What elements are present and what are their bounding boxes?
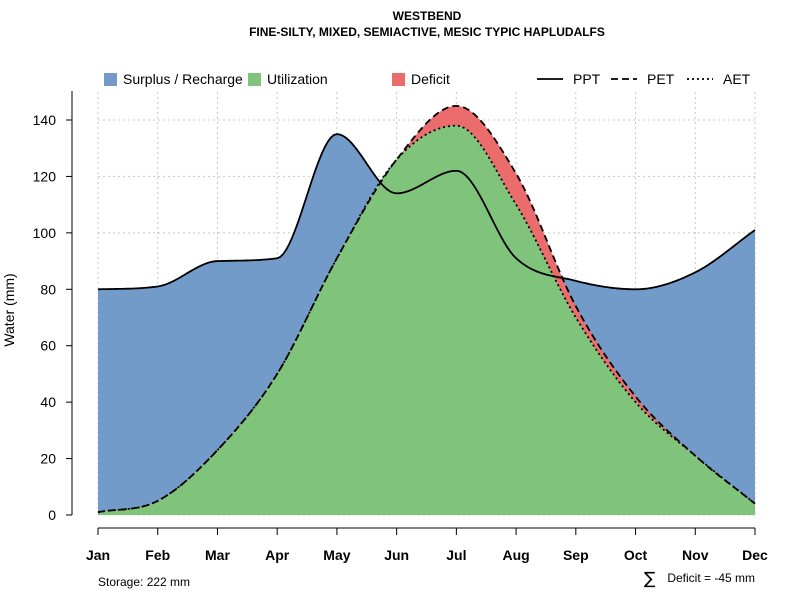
x-tick-label: Apr [265,547,290,563]
legend: Surplus / Recharge Utilization Deficit PPT P… [104,71,751,87]
x-tick-label: Aug [502,547,529,563]
x-tick-label: Sep [563,547,589,563]
legend-label: AET [723,71,751,87]
axes: 0 20 40 60 80 100 120 140 Jan Feb Mar Apr May Jun Jul A… [33,91,768,563]
x-tick-label: May [323,547,350,563]
x-tick-label: Jul [446,547,466,563]
x-tick-label: Mar [205,547,230,563]
y-axis-label: Water (mm) [1,273,17,346]
storage-note: Storage: 222 mm [98,575,190,589]
plot-lines [97,104,756,514]
pet-line [97,104,756,514]
legend-label: PET [647,71,675,87]
deficit-note: Deficit = -45 mm [667,571,755,585]
x-tick-label: Nov [682,547,709,563]
chart-subtitle: FINE-SILTY, MIXED, SEMIACTIVE, MESIC TYP… [249,25,605,39]
y-tick-label: 40 [40,394,56,410]
legend-swatch [104,73,117,86]
x-tick-label: Jan [86,547,110,563]
y-tick-label: 0 [48,507,56,523]
x-tick-label: Feb [145,547,170,563]
legend-label: Surplus / Recharge [123,71,243,87]
y-tick-label: 120 [33,168,57,184]
legend-swatch [248,73,261,86]
x-tick-label: Oct [624,547,648,563]
y-tick-label: 100 [33,225,57,241]
plot-areas [98,105,755,516]
y-tick-label: 20 [40,451,56,467]
legend-label: PPT [573,71,601,87]
chart-title: WESTBEND [393,9,462,23]
x-tick-label: Jun [384,547,409,563]
y-tick-label: 140 [33,112,57,128]
ppt-line [97,133,756,291]
legend-label: Utilization [267,71,328,87]
legend-swatch [392,73,405,86]
y-tick-label: 60 [40,338,56,354]
y-tick-label: 80 [40,281,56,297]
legend-label: Deficit [411,71,450,87]
x-tick-label: Dec [742,547,768,563]
utilization-area [98,125,755,515]
sum-symbol: ∑ [644,569,656,589]
